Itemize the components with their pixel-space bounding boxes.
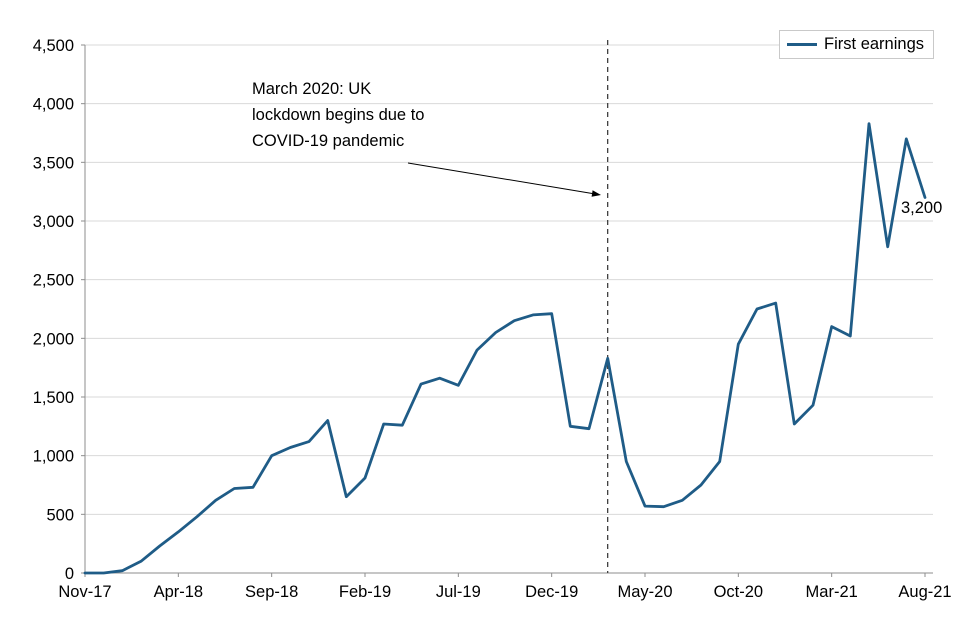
gridlines <box>85 44 933 515</box>
x-tick-label: May-20 <box>617 583 672 601</box>
annotation-arrow <box>407 162 601 197</box>
y-tick-label: 3,000 <box>33 213 74 231</box>
y-tick-label: 4,500 <box>33 37 74 55</box>
legend: First earnings <box>779 30 934 59</box>
y-tick-label: 3,500 <box>33 154 74 172</box>
x-tick-label: Dec-19 <box>525 583 578 601</box>
x-tick-label: Aug-21 <box>898 583 951 601</box>
x-tick-label: Apr-18 <box>154 583 204 601</box>
y-tick-label: 2,500 <box>33 272 74 290</box>
x-tick-label: Jul-19 <box>436 583 481 601</box>
legend-line-glyph <box>787 43 818 46</box>
legend-label: First earnings <box>824 35 924 53</box>
x-tick-label: Sep-18 <box>245 583 298 601</box>
x-axis-labels: Nov-17 Apr-18 Sep-18 Feb-19 Jul-19 Dec-19 May-… <box>58 583 951 601</box>
earnings-series-line <box>83 122 927 575</box>
y-tick-label: 1,500 <box>33 389 74 407</box>
last-point-value-label: 3,200 <box>901 199 943 217</box>
x-tick-label: Mar-21 <box>806 583 858 601</box>
x-tick-label: Nov-17 <box>58 583 111 601</box>
earnings-line <box>83 122 927 575</box>
lockdown-annotation: March 2020: UK lockdown begins due to CO… <box>252 80 425 150</box>
y-axis-labels: 0 500 1,000 1,500 2,000 2,500 3,000 3,500 4,000 4… <box>33 37 74 583</box>
x-tick-label: Oct-20 <box>714 583 764 601</box>
y-tick-label: 4,000 <box>33 96 74 114</box>
arrow-shaft <box>407 162 600 196</box>
arrow-head <box>591 190 601 197</box>
y-tick-label: 2,000 <box>33 330 74 348</box>
axes <box>81 44 933 577</box>
y-tick-label: 0 <box>65 565 74 583</box>
x-tick-label: Feb-19 <box>339 583 391 601</box>
y-tick-label: 500 <box>46 506 74 524</box>
y-tick-label: 1,000 <box>33 448 74 466</box>
